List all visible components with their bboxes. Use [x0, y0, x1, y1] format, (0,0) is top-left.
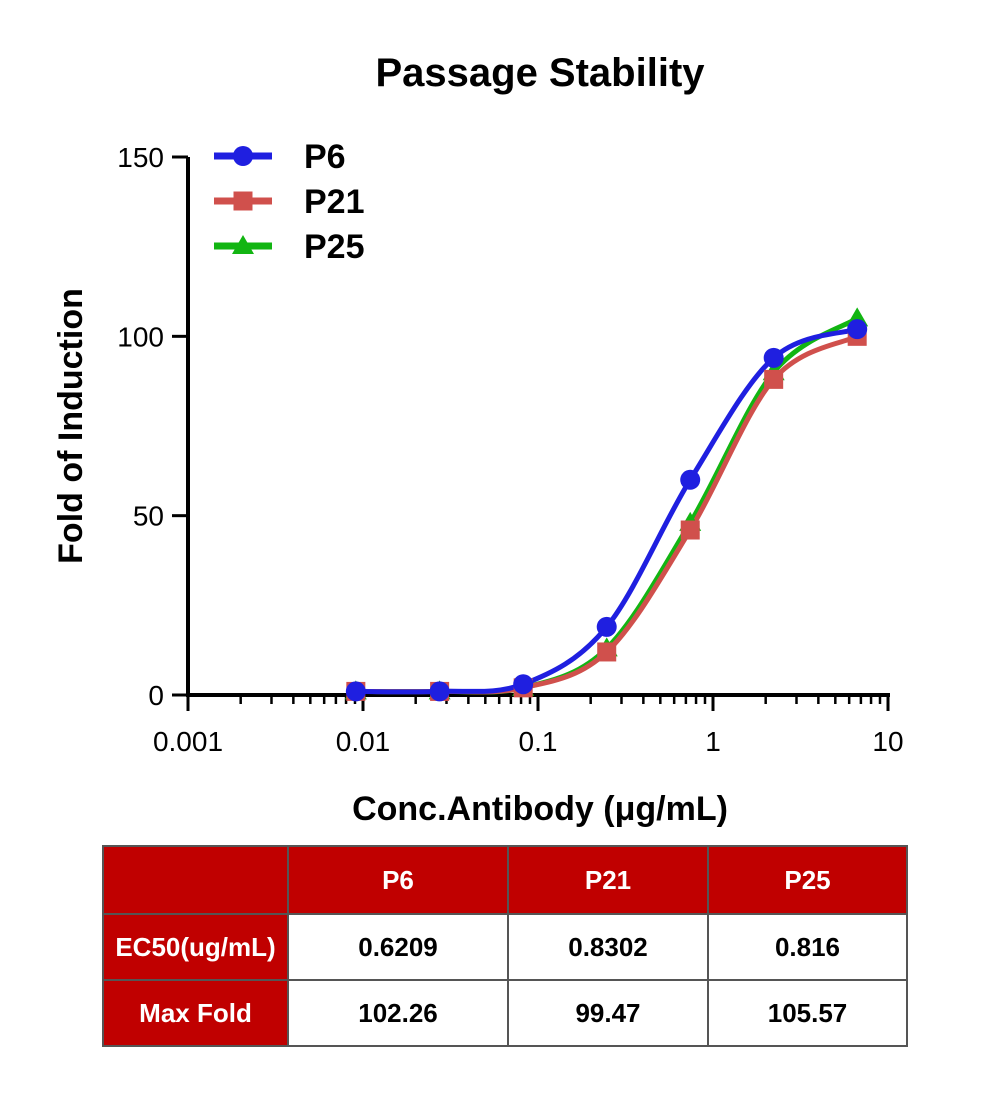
legend-marker-p6 [233, 146, 253, 166]
x-tick-label: 0.01 [336, 726, 391, 757]
y-tick-label: 50 [133, 501, 164, 532]
point-p21 [764, 369, 784, 389]
axes: 0 50 100 150 0.001 0.01 0.1 1 10 [117, 142, 903, 757]
table-header-p21: P21 [507, 845, 709, 915]
table-row-ec50: EC50(ug/mL) 0.6209 0.8302 0.816 [102, 913, 908, 981]
ec50-p25: 0.816 [707, 913, 908, 981]
point-p6 [847, 319, 868, 340]
point-p6 [763, 347, 784, 368]
data-markers [344, 307, 869, 702]
ec50-table: P6 P21 P25 EC50(ug/mL) 0.6209 0.8302 0.8… [102, 845, 908, 1047]
point-p21 [680, 520, 700, 540]
legend-marker-p25 [232, 235, 254, 254]
point-p6 [345, 681, 366, 702]
row-label-max-fold: Max Fold [102, 979, 289, 1047]
table-header-p6: P6 [287, 845, 509, 915]
x-tick-label: 0.1 [519, 726, 558, 757]
legend-label-p25: P25 [304, 228, 365, 266]
y-tick-label: 100 [117, 321, 164, 352]
ec50-p6: 0.6209 [287, 913, 509, 981]
y-tick-label: 150 [117, 142, 164, 173]
dose-response-chart: Passage Stability Fold of Induction Conc… [52, 51, 904, 828]
table-header-p25: P25 [707, 845, 908, 915]
x-tick-label: 10 [872, 726, 903, 757]
legend-label-p6: P6 [304, 138, 346, 176]
legend: P6 P21 P25 [214, 138, 365, 266]
x-tick-label: 1 [705, 726, 721, 757]
table-header-corner [102, 845, 289, 915]
max-fold-p25: 105.57 [707, 979, 908, 1047]
ec50-p21: 0.8302 [507, 913, 709, 981]
table-row-max-fold: Max Fold 102.26 99.47 105.57 [102, 979, 908, 1047]
point-p21 [597, 642, 617, 662]
point-p6 [680, 469, 701, 490]
point-p6 [513, 674, 534, 695]
legend-label-p21: P21 [304, 183, 365, 221]
y-axis-label: Fold of Induction [52, 288, 90, 564]
point-p6 [596, 616, 617, 637]
point-p6 [429, 681, 450, 702]
x-tick-label: 0.001 [153, 726, 223, 757]
row-label-ec50: EC50(ug/mL) [102, 913, 289, 981]
legend-marker-p21 [233, 191, 253, 211]
x-axis-label: Conc.Antibody (μg/mL) [352, 790, 728, 828]
y-tick-label: 0 [148, 680, 164, 711]
max-fold-p6: 102.26 [287, 979, 509, 1047]
table-header-row: P6 P21 P25 [102, 845, 908, 915]
chart-title: Passage Stability [375, 51, 705, 95]
max-fold-p21: 99.47 [507, 979, 709, 1047]
